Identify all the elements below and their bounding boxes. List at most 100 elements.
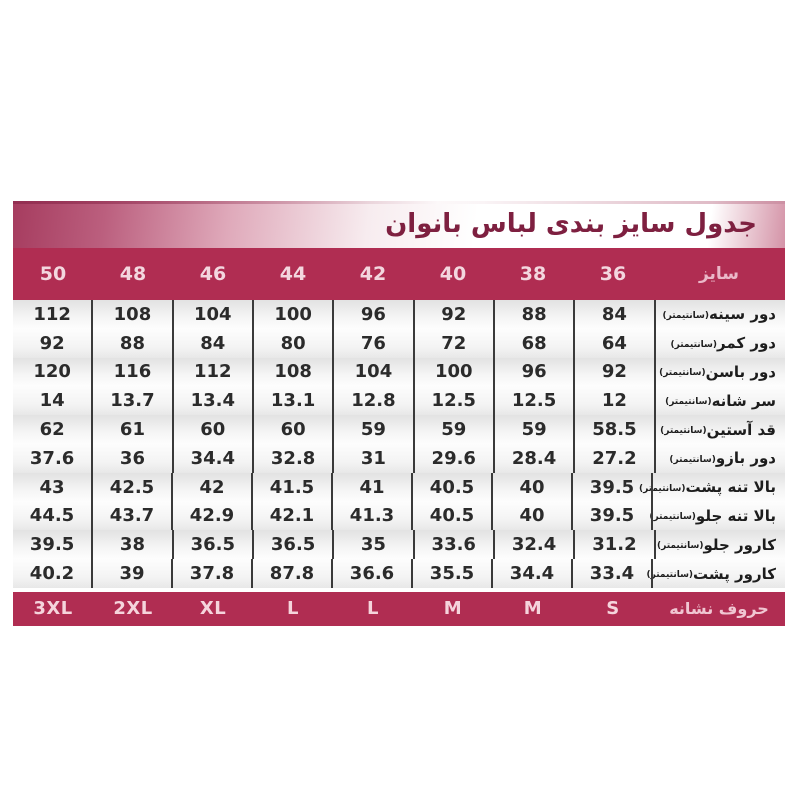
measurement-cell: 40.2	[13, 559, 93, 588]
measurement-cell: 76	[334, 328, 415, 358]
measurement-cell: 62	[13, 415, 94, 444]
footer-label-cell: حروف نشانه	[669, 599, 769, 619]
measurement-cell: 38	[93, 530, 174, 560]
measurement-cell: 28.4	[495, 443, 576, 473]
measurement-cell: 112	[174, 357, 254, 387]
row-label-cell: سر شانه (سانتیمتر)	[656, 386, 785, 415]
measurement-cell: 42	[173, 472, 253, 502]
table-row: دور باسن (سانتیمتر) 92 96 100 104 108 112 116 120	[13, 357, 785, 387]
measurement-cell: 41.5	[253, 472, 333, 502]
measurement-cell: 36.5	[254, 530, 335, 560]
table-body: دور سینه (سانتیمتر) 84 88 92 96 100 104 108 112 دو…	[13, 300, 785, 588]
letter-size-cell: XL	[199, 598, 227, 620]
measurement-cell: 32.8	[254, 443, 335, 473]
measurement-cell: 43	[13, 472, 93, 502]
measurement-cell: 31	[334, 443, 415, 473]
row-unit-label: (سانتیمتر)	[670, 339, 718, 350]
measurement-cell: 59	[334, 415, 415, 444]
measurement-cell: 13.7	[93, 386, 174, 416]
measurement-cell: 33.6	[415, 530, 495, 560]
measurement-cell: 104	[174, 300, 254, 329]
row-label: سر شانه	[711, 391, 776, 410]
row-label-cell: کارور پشت (سانتیمتر)	[647, 559, 785, 588]
row-label: دور کمر	[717, 334, 776, 353]
row-label: کارور جلو	[703, 535, 776, 554]
size-chart-table: جدول سایز بندی لباس بانوان سایز 36 38 40 42…	[13, 201, 785, 626]
measurement-cell: 44.5	[13, 501, 93, 531]
measurement-cell: 43.7	[93, 501, 173, 531]
row-unit-label: (سانتیمتر)	[638, 483, 686, 494]
row-label: دور سینه	[709, 305, 776, 324]
measurement-cell: 87.8	[253, 559, 333, 588]
header-size-cell: 38	[519, 263, 547, 285]
header-label-cell: سایز	[698, 264, 740, 284]
measurement-cell: 12	[575, 386, 656, 416]
measurement-cell: 88	[495, 300, 576, 329]
measurement-cell: 104	[334, 357, 415, 387]
footer-row: حروف نشانه S M M L L XL 2XL 3XL	[13, 591, 785, 626]
measurement-cell: 34.4	[174, 443, 254, 473]
measurement-cell: 100	[254, 300, 335, 329]
measurement-cell: 92	[575, 357, 656, 387]
measurement-cell: 40.5	[413, 501, 493, 531]
row-label-cell: دور بازو (سانتیمتر)	[656, 444, 785, 473]
measurement-cell: 12.5	[415, 386, 495, 416]
measurement-cell: 59	[415, 415, 495, 444]
measurement-cell: 60	[174, 415, 254, 444]
row-unit-label: (سانتیمتر)	[656, 541, 704, 552]
row-label: کارور پشت	[693, 564, 776, 583]
title-band: جدول سایز بندی لباس بانوان	[13, 201, 785, 248]
measurement-cell: 84	[174, 328, 254, 358]
measurement-cell: 42.1	[253, 501, 333, 531]
measurement-cell: 37.8	[173, 559, 253, 588]
measurement-cell: 58.5	[575, 415, 656, 444]
row-unit-label: (سانتیمتر)	[649, 512, 696, 523]
measurement-cell: 61	[93, 415, 174, 444]
measurement-cell: 40.5	[413, 472, 493, 502]
measurement-cell: 34.4	[493, 559, 573, 588]
row-label-cell: بالا تنه جلو (سانتیمتر)	[649, 502, 785, 531]
measurement-cell: 42.5	[93, 472, 173, 502]
measurement-cell: 35	[334, 530, 415, 560]
page-title: جدول سایز بندی لباس بانوان	[385, 209, 757, 239]
measurement-cell: 59	[495, 415, 576, 444]
measurement-cell: 41	[333, 472, 413, 502]
table-row: قد آستین (سانتیمتر) 58.5 59 59 59 60 60 61 62	[13, 415, 785, 444]
measurement-cell: 36.5	[174, 530, 254, 560]
row-label-cell: قد آستین (سانتیمتر)	[656, 415, 785, 444]
measurement-cell: 108	[254, 357, 335, 387]
measurement-cell: 36.6	[333, 559, 413, 588]
letter-size-cell: 2XL	[113, 598, 153, 620]
measurement-cell: 96	[334, 300, 415, 329]
row-label-cell: دور سینه (سانتیمتر)	[656, 300, 785, 329]
measurement-cell: 33.4	[573, 559, 653, 588]
table-row: دور بازو (سانتیمتر) 27.2 28.4 29.6 31 32.8 34.4…	[13, 443, 785, 473]
row-unit-label: (سانتیمتر)	[659, 368, 706, 379]
measurement-cell: 39.5	[573, 501, 653, 531]
row-label: دور بازو	[715, 449, 776, 468]
measurement-cell: 29.6	[415, 443, 495, 473]
measurement-cell: 100	[415, 357, 495, 387]
measurement-cell: 39.5	[573, 472, 653, 502]
measurement-cell: 13.4	[174, 386, 254, 416]
row-label: قد آستین	[706, 420, 776, 439]
measurement-cell: 12.8	[334, 386, 415, 416]
table-row: سر شانه (سانتیمتر) 12 12.5 12.5 12.8 13.1 13.4 1…	[13, 386, 785, 416]
measurement-cell: 60	[254, 415, 335, 444]
header-size-cell: 36	[599, 263, 627, 285]
measurement-cell: 88	[93, 328, 174, 358]
measurement-cell: 40	[493, 472, 573, 502]
measurement-cell: 92	[415, 300, 495, 329]
row-label-cell: کارور جلو (سانتیمتر)	[656, 530, 785, 559]
measurement-cell: 14	[13, 386, 94, 416]
letter-size-cell: L	[287, 598, 299, 620]
row-unit-label: (سانتیمتر)	[660, 426, 707, 437]
measurement-cell: 120	[13, 357, 94, 387]
letter-size-cell: L	[367, 598, 379, 620]
measurement-cell: 35.5	[413, 559, 493, 588]
row-unit-label: (سانتیمتر)	[665, 397, 712, 408]
row-label: دور باسن	[705, 362, 776, 381]
table-row: بالا تنه پشت (سانتیمتر) 39.5 40 40.5 41 41.5 42…	[13, 472, 785, 502]
table-row: کارور پشت (سانتیمتر) 33.4 34.4 35.5 36.6 87.8 3…	[13, 559, 785, 588]
